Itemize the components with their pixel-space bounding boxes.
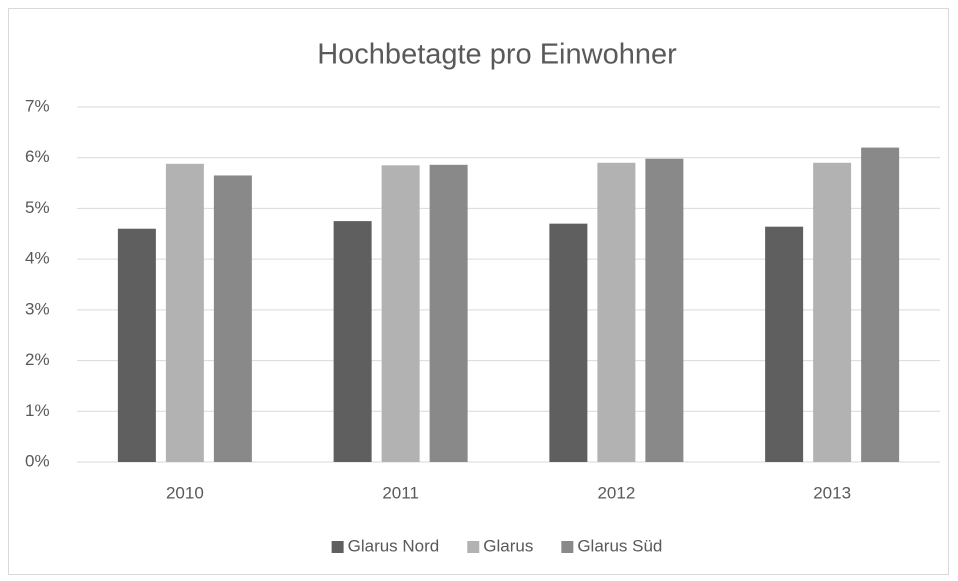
bar <box>165 163 204 463</box>
y-tick-label: 6% <box>25 147 50 166</box>
chart-title: Hochbetagte pro Einwohner <box>317 39 677 71</box>
x-tick-label: 2013 <box>813 483 851 502</box>
y-tick-label: 4% <box>25 249 50 268</box>
legend-label: Glarus <box>483 536 533 555</box>
bar <box>117 228 156 462</box>
y-tick-label: 2% <box>25 350 50 369</box>
bar <box>213 175 252 462</box>
legend-label: Glarus Nord <box>348 536 440 555</box>
legend-swatch <box>467 541 480 553</box>
y-tick-label: 7% <box>25 96 50 115</box>
bar <box>381 165 420 463</box>
y-tick-label: 3% <box>25 299 50 318</box>
bar <box>549 223 588 462</box>
y-tick-label: 0% <box>25 451 50 470</box>
y-tick-label: 1% <box>25 401 50 420</box>
legend-swatch <box>561 541 574 553</box>
x-tick-label: 2010 <box>166 483 204 502</box>
bar <box>813 162 852 463</box>
bar <box>333 221 372 462</box>
bar <box>645 158 684 462</box>
bar <box>597 162 636 463</box>
legend-label: Glarus Süd <box>577 536 662 555</box>
y-tick-label: 5% <box>25 198 50 217</box>
x-tick-label: 2011 <box>382 483 419 502</box>
legend-swatch <box>331 541 344 553</box>
bar <box>861 147 900 463</box>
bar <box>765 226 804 462</box>
x-tick-label: 2012 <box>597 483 635 502</box>
bar <box>429 164 468 463</box>
